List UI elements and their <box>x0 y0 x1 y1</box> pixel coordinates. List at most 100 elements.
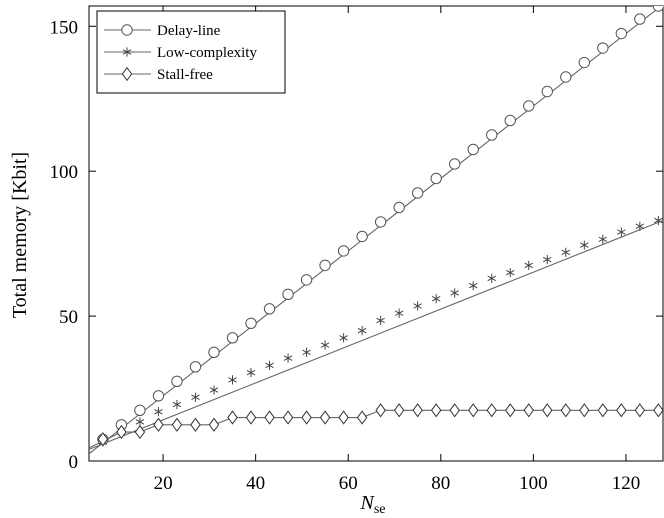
diamond-point <box>134 424 146 440</box>
plot-frame <box>88 5 664 462</box>
circle-point <box>134 404 146 416</box>
x-tick-label: 100 <box>519 473 548 494</box>
diamond-point <box>264 410 275 425</box>
x-axis-label-subscript: se <box>374 502 386 517</box>
star-point <box>617 227 626 237</box>
legend-label: Delay-line <box>157 23 221 39</box>
circle-point <box>467 143 479 156</box>
circle-point <box>560 71 572 83</box>
diamond-point <box>486 403 497 418</box>
diamond-point <box>319 410 331 425</box>
legend: Delay-line Low-complexity Stall-free <box>96 10 286 94</box>
series-line <box>89 219 663 450</box>
diamond-point <box>467 403 479 418</box>
y-tick-label: 0 <box>69 452 79 473</box>
circle-point <box>486 129 498 141</box>
circle-point <box>411 187 424 199</box>
circle-point <box>430 172 442 185</box>
star-point <box>191 392 200 402</box>
diamond-point <box>227 410 238 425</box>
legend-circle-marker <box>121 24 133 36</box>
star-point <box>654 215 663 226</box>
star-point <box>228 375 237 385</box>
diamond-point <box>208 417 220 432</box>
diamond-point <box>579 403 590 418</box>
diamond-point <box>523 403 534 418</box>
star-point <box>413 301 422 311</box>
circle-point <box>152 390 165 402</box>
star-point <box>561 247 571 257</box>
star-point <box>209 385 219 395</box>
diamond-point <box>282 410 294 425</box>
axis-ticks: 20 40 60 80 100 120 0 50 100 150 <box>50 6 663 494</box>
diamond-point <box>356 410 368 425</box>
star-point <box>468 281 478 291</box>
star-point <box>394 308 404 318</box>
circle-point <box>356 230 368 243</box>
y-tick-label: 50 <box>59 307 78 328</box>
y-axis-label: Total memory [Kbit] <box>9 152 31 318</box>
star-point <box>543 254 552 265</box>
circle-point <box>393 201 405 214</box>
star-point <box>302 347 311 357</box>
star-point <box>635 221 645 231</box>
circle-point <box>578 56 591 69</box>
diamond-point <box>153 417 164 432</box>
circle-point <box>504 114 516 127</box>
star-point <box>320 340 330 350</box>
star-point <box>487 273 496 284</box>
diamond-point <box>430 403 442 418</box>
x-tick-label: 20 <box>154 473 173 494</box>
star-point <box>450 288 459 298</box>
diamond-point <box>375 403 386 418</box>
diamond-point <box>171 417 183 432</box>
diamond-point <box>412 403 423 418</box>
star-point <box>246 368 256 378</box>
circle-point <box>337 245 350 257</box>
y-tick-label: 100 <box>50 162 79 183</box>
star-point <box>283 353 293 363</box>
circle-point <box>189 361 202 373</box>
circle-point <box>245 317 257 330</box>
circle-point <box>634 13 646 25</box>
star-point <box>376 315 385 326</box>
x-tick-label: 40 <box>246 473 265 494</box>
circle-point <box>448 158 461 170</box>
star-point <box>580 240 589 250</box>
star-point <box>505 268 515 278</box>
star-point <box>524 260 534 270</box>
diamond-point <box>116 424 127 440</box>
diamond-point <box>301 410 312 425</box>
circle-point <box>226 332 239 344</box>
diamond-point <box>560 403 572 418</box>
legend-star-marker <box>122 47 132 57</box>
diamond-point <box>245 410 257 425</box>
star-point <box>265 360 274 370</box>
star-point <box>598 234 608 244</box>
circle-point <box>374 216 387 228</box>
legend-label: Low-complexity <box>157 45 257 61</box>
diamond-point <box>393 403 405 418</box>
circle-point <box>652 6 663 12</box>
star-point <box>154 407 163 417</box>
x-axis-label-main: N <box>359 492 375 514</box>
x-tick-label: 120 <box>612 473 641 494</box>
diamond-point <box>597 403 609 418</box>
circle-point <box>263 303 276 315</box>
diamond-point <box>97 432 109 447</box>
series-markers <box>97 6 663 447</box>
circle-point <box>541 85 553 98</box>
plot-border <box>88 5 664 462</box>
diamond-point <box>542 403 553 418</box>
circle-point <box>523 100 535 112</box>
diamond-point <box>653 403 663 418</box>
diamond-point <box>449 403 460 418</box>
circle-point <box>615 27 628 40</box>
diamond-point <box>634 403 646 418</box>
diamond-point <box>616 403 627 418</box>
star-point <box>431 294 441 304</box>
star-point <box>339 333 348 343</box>
star-point <box>172 399 182 410</box>
diamond-point <box>190 417 201 432</box>
